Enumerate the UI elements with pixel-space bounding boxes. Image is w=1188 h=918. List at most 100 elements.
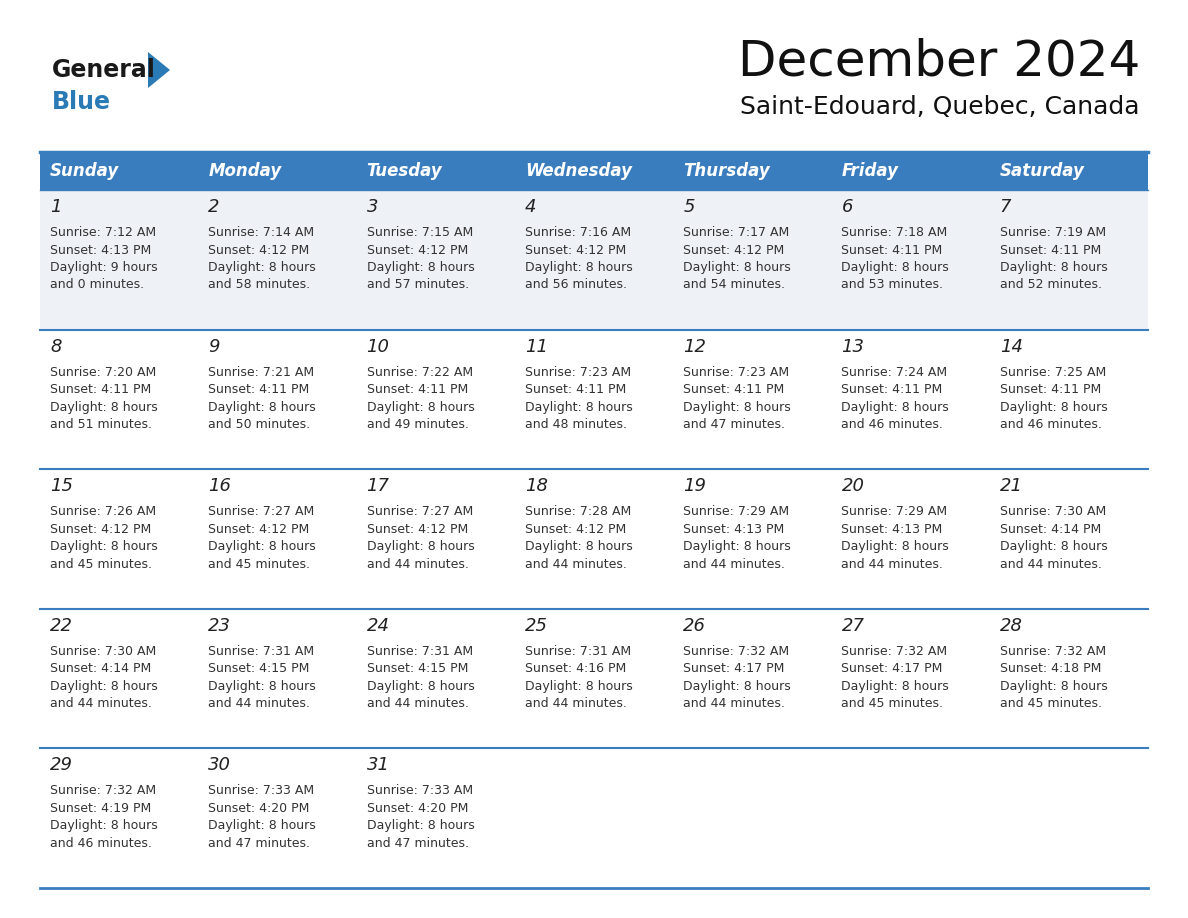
Text: Sunday: Sunday <box>50 162 119 180</box>
Text: Daylight: 8 hours: Daylight: 8 hours <box>841 540 949 554</box>
Text: Sunrise: 7:17 AM: Sunrise: 7:17 AM <box>683 226 789 239</box>
Text: Sunset: 4:11 PM: Sunset: 4:11 PM <box>683 383 784 396</box>
Text: December 2024: December 2024 <box>738 38 1140 86</box>
Text: and 44 minutes.: and 44 minutes. <box>683 698 785 711</box>
Text: and 44 minutes.: and 44 minutes. <box>525 698 627 711</box>
Text: 17: 17 <box>367 477 390 495</box>
Text: Daylight: 8 hours: Daylight: 8 hours <box>208 261 316 274</box>
Text: Sunset: 4:12 PM: Sunset: 4:12 PM <box>367 243 468 256</box>
Text: and 44 minutes.: and 44 minutes. <box>208 698 310 711</box>
Text: Sunrise: 7:19 AM: Sunrise: 7:19 AM <box>1000 226 1106 239</box>
Text: Sunrise: 7:28 AM: Sunrise: 7:28 AM <box>525 505 631 518</box>
Text: Daylight: 8 hours: Daylight: 8 hours <box>208 540 316 554</box>
Bar <box>514 748 674 888</box>
Text: and 49 minutes.: and 49 minutes. <box>367 418 468 431</box>
Text: Sunrise: 7:12 AM: Sunrise: 7:12 AM <box>50 226 156 239</box>
Text: 22: 22 <box>50 617 72 635</box>
Text: and 44 minutes.: and 44 minutes. <box>1000 558 1101 571</box>
Text: 7: 7 <box>1000 198 1011 216</box>
Text: and 45 minutes.: and 45 minutes. <box>50 558 152 571</box>
Text: Sunset: 4:20 PM: Sunset: 4:20 PM <box>208 802 310 815</box>
Text: Daylight: 8 hours: Daylight: 8 hours <box>50 400 158 414</box>
Text: Sunset: 4:15 PM: Sunset: 4:15 PM <box>208 662 310 676</box>
Text: Sunrise: 7:33 AM: Sunrise: 7:33 AM <box>367 784 473 798</box>
Bar <box>832 152 990 190</box>
Bar <box>990 190 1148 330</box>
Text: Daylight: 8 hours: Daylight: 8 hours <box>683 261 791 274</box>
Text: Sunrise: 7:27 AM: Sunrise: 7:27 AM <box>367 505 473 518</box>
Bar <box>832 609 990 748</box>
Text: and 47 minutes.: and 47 minutes. <box>208 837 310 850</box>
Text: Daylight: 8 hours: Daylight: 8 hours <box>1000 540 1107 554</box>
Text: Daylight: 8 hours: Daylight: 8 hours <box>525 680 632 693</box>
Text: and 46 minutes.: and 46 minutes. <box>841 418 943 431</box>
Bar <box>674 609 832 748</box>
Bar <box>832 748 990 888</box>
Text: 21: 21 <box>1000 477 1023 495</box>
Text: Sunset: 4:12 PM: Sunset: 4:12 PM <box>525 243 626 256</box>
Text: Sunrise: 7:32 AM: Sunrise: 7:32 AM <box>683 644 789 658</box>
Text: Sunrise: 7:31 AM: Sunrise: 7:31 AM <box>367 644 473 658</box>
Text: Daylight: 8 hours: Daylight: 8 hours <box>1000 680 1107 693</box>
Text: Sunrise: 7:25 AM: Sunrise: 7:25 AM <box>1000 365 1106 378</box>
Text: Daylight: 8 hours: Daylight: 8 hours <box>1000 400 1107 414</box>
Text: Thursday: Thursday <box>683 162 770 180</box>
Text: Sunrise: 7:29 AM: Sunrise: 7:29 AM <box>683 505 789 518</box>
Text: 5: 5 <box>683 198 695 216</box>
Text: Sunset: 4:17 PM: Sunset: 4:17 PM <box>683 662 784 676</box>
Text: and 45 minutes.: and 45 minutes. <box>841 698 943 711</box>
Bar <box>356 469 514 609</box>
Text: 28: 28 <box>1000 617 1023 635</box>
Text: and 45 minutes.: and 45 minutes. <box>208 558 310 571</box>
Bar <box>198 152 356 190</box>
Text: 24: 24 <box>367 617 390 635</box>
Text: 31: 31 <box>367 756 390 775</box>
Text: Sunset: 4:12 PM: Sunset: 4:12 PM <box>525 522 626 536</box>
Bar <box>40 748 198 888</box>
Text: Sunrise: 7:22 AM: Sunrise: 7:22 AM <box>367 365 473 378</box>
Text: and 44 minutes.: and 44 minutes. <box>841 558 943 571</box>
Text: Sunrise: 7:18 AM: Sunrise: 7:18 AM <box>841 226 948 239</box>
Text: and 57 minutes.: and 57 minutes. <box>367 278 469 292</box>
Text: Daylight: 8 hours: Daylight: 8 hours <box>683 400 791 414</box>
Text: Sunset: 4:18 PM: Sunset: 4:18 PM <box>1000 662 1101 676</box>
Text: Daylight: 8 hours: Daylight: 8 hours <box>50 540 158 554</box>
Text: Sunset: 4:13 PM: Sunset: 4:13 PM <box>50 243 151 256</box>
Bar <box>514 609 674 748</box>
Text: Sunset: 4:17 PM: Sunset: 4:17 PM <box>841 662 943 676</box>
Text: Daylight: 8 hours: Daylight: 8 hours <box>208 820 316 833</box>
Bar <box>356 330 514 469</box>
Text: and 44 minutes.: and 44 minutes. <box>367 698 468 711</box>
Bar <box>990 748 1148 888</box>
Text: Sunset: 4:11 PM: Sunset: 4:11 PM <box>841 383 943 396</box>
Text: Sunrise: 7:24 AM: Sunrise: 7:24 AM <box>841 365 948 378</box>
Text: Sunset: 4:11 PM: Sunset: 4:11 PM <box>208 383 310 396</box>
Text: Sunrise: 7:31 AM: Sunrise: 7:31 AM <box>525 644 631 658</box>
Text: and 44 minutes.: and 44 minutes. <box>683 558 785 571</box>
Bar <box>198 748 356 888</box>
Text: 16: 16 <box>208 477 232 495</box>
Text: and 53 minutes.: and 53 minutes. <box>841 278 943 292</box>
Bar <box>356 152 514 190</box>
Text: Sunrise: 7:30 AM: Sunrise: 7:30 AM <box>50 644 157 658</box>
Text: Sunset: 4:12 PM: Sunset: 4:12 PM <box>683 243 784 256</box>
Text: 25: 25 <box>525 617 548 635</box>
Text: Sunrise: 7:20 AM: Sunrise: 7:20 AM <box>50 365 157 378</box>
Text: Sunset: 4:11 PM: Sunset: 4:11 PM <box>1000 243 1101 256</box>
Text: Daylight: 9 hours: Daylight: 9 hours <box>50 261 158 274</box>
Bar <box>514 469 674 609</box>
Text: and 48 minutes.: and 48 minutes. <box>525 418 627 431</box>
Text: Sunrise: 7:27 AM: Sunrise: 7:27 AM <box>208 505 315 518</box>
Text: 10: 10 <box>367 338 390 355</box>
Text: and 0 minutes.: and 0 minutes. <box>50 278 144 292</box>
Bar <box>40 330 198 469</box>
Text: Sunset: 4:14 PM: Sunset: 4:14 PM <box>1000 522 1101 536</box>
Text: Daylight: 8 hours: Daylight: 8 hours <box>367 261 474 274</box>
Text: Tuesday: Tuesday <box>367 162 442 180</box>
Text: and 46 minutes.: and 46 minutes. <box>1000 418 1101 431</box>
Text: Sunset: 4:16 PM: Sunset: 4:16 PM <box>525 662 626 676</box>
Bar <box>40 609 198 748</box>
Text: Sunrise: 7:16 AM: Sunrise: 7:16 AM <box>525 226 631 239</box>
Text: 27: 27 <box>841 617 865 635</box>
Text: and 58 minutes.: and 58 minutes. <box>208 278 310 292</box>
